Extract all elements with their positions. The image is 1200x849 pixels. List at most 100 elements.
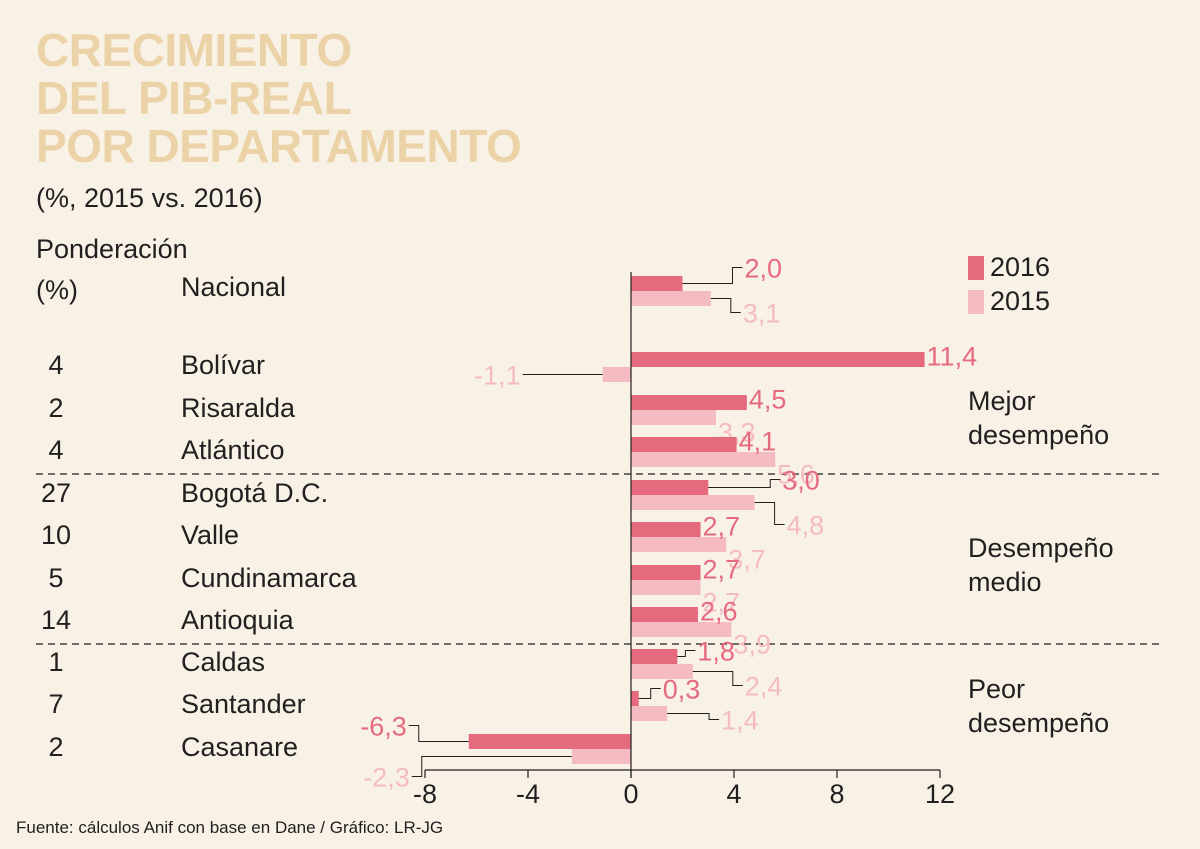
bar-2015-1: [602, 367, 631, 382]
weight-label-3: 4: [48, 435, 64, 465]
group-label-mejor-line-1: Mejor: [968, 386, 1036, 416]
value-label-2016-6: 2,7: [703, 555, 741, 585]
leader-line-2016-0: [682, 267, 743, 284]
bar-2016-0: [631, 276, 683, 291]
group-label-mejor: Mejor desempeño: [968, 384, 1109, 452]
weight-label-2: 2: [48, 393, 64, 423]
value-label-2016-10: -6,3: [360, 712, 407, 742]
bar-2015-3: [631, 452, 776, 467]
source-note: Fuente: cálculos Anif con base en Dane /…: [16, 818, 444, 837]
group-label-peor: Peor desempeño: [968, 672, 1109, 740]
category-label-8: Caldas: [181, 647, 266, 677]
value-label-2015-10: -2,3: [363, 763, 410, 793]
bar-2015-2: [631, 410, 716, 425]
bar-2016-2: [631, 395, 747, 410]
category-label-2: Risaralda: [181, 393, 296, 423]
bar-2016-7: [631, 607, 698, 622]
value-label-2015-7: 3,9: [733, 630, 771, 660]
weight-label-8: 1: [48, 647, 64, 677]
bar-2015-6: [631, 580, 701, 595]
bar-2016-5: [631, 522, 701, 537]
leader-line-2015-8: [692, 671, 743, 686]
ponderacion-header: Ponderación: [36, 234, 188, 264]
title-line-2: DEL PIB-REAL: [36, 72, 352, 124]
leader-line-2016-4: [708, 479, 781, 488]
x-tick-label-4: 8: [829, 779, 844, 809]
group-label-peor-line-2: desempeño: [968, 708, 1110, 738]
value-label-2015-8: 2,4: [745, 672, 783, 702]
ponderacion-unit: (%): [36, 275, 78, 305]
group-label-mejor-line-2: desempeño: [968, 420, 1110, 450]
bar-2016-10: [468, 734, 631, 749]
legend-swatch-2016: [968, 255, 984, 280]
value-label-2016-9: 0,3: [663, 675, 701, 705]
value-label-2016-8: 1,8: [697, 637, 735, 667]
x-tick-label-5: 12: [925, 779, 955, 809]
weight-label-6: 5: [48, 563, 64, 593]
bar-2016-3: [631, 437, 737, 452]
legend-label-2016: 2016: [990, 252, 1051, 282]
bar-2016-8: [631, 649, 678, 664]
bar-2016-9: [631, 691, 639, 706]
x-tick-label-0: -8: [413, 779, 437, 809]
leader-line-2015-4: [754, 502, 785, 525]
weight-label-5: 10: [40, 520, 72, 550]
value-label-2015-6: 2,7: [703, 588, 741, 618]
title-line-3: POR DEPARTAMENTO: [36, 120, 522, 172]
x-tick-label-2: 0: [623, 779, 638, 809]
category-label-6: Cundinamarca: [181, 563, 357, 593]
value-label-2016-5: 2,7: [703, 512, 741, 542]
weight-label-9: 7: [48, 689, 64, 719]
value-label-2016-1: 11,4: [927, 342, 978, 372]
value-label-2016-2: 4,5: [749, 385, 787, 415]
legend-2016: 2016: [968, 252, 1050, 283]
bar-2015-5: [631, 537, 727, 552]
value-label-2015-4: 4,8: [787, 511, 825, 541]
group-label-medio-line-2: medio: [968, 567, 1042, 597]
weight-label-7: 14: [40, 605, 72, 635]
category-label-4: Bogotá D.C.: [181, 478, 329, 508]
group-label-peor-line-1: Peor: [968, 674, 1026, 704]
value-label-2016-3: 4,1: [739, 427, 777, 457]
chart-subtitle: (%, 2015 vs. 2016): [36, 183, 263, 213]
category-label-3: Atlántico: [181, 435, 285, 465]
legend-swatch-2015: [968, 289, 984, 314]
bar-2016-4: [631, 480, 709, 495]
legend-label-2015: 2015: [990, 286, 1051, 316]
bar-2016-6: [631, 565, 701, 580]
leader-line-2015-0: [710, 298, 741, 313]
leader-line-2015-9: [667, 713, 720, 720]
category-label-10: Casanare: [181, 732, 299, 762]
category-label-0: Nacional: [181, 272, 287, 302]
value-label-2016-0: 2,0: [745, 254, 783, 284]
value-label-2015-9: 1,4: [721, 706, 759, 736]
category-label-1: Bolívar: [181, 350, 266, 380]
value-label-2015-3: 5,6: [777, 460, 815, 490]
value-label-2016-4: 3,0: [782, 466, 820, 496]
bar-2015-7: [631, 622, 732, 637]
bar-2015-10: [571, 749, 631, 764]
value-label-2015-0: 3,1: [743, 299, 781, 329]
bar-2015-9: [631, 706, 668, 721]
value-label-2015-1: -1,1: [474, 361, 521, 391]
weight-label-10: 2: [48, 732, 64, 762]
leader-line-2015-10: [411, 756, 572, 777]
value-label-2015-5: 3,7: [728, 545, 766, 575]
x-tick-label-3: 4: [726, 779, 741, 809]
category-label-5: Valle: [181, 520, 240, 550]
category-label-9: Santander: [181, 689, 306, 719]
bar-2015-0: [631, 291, 711, 306]
legend-2015: 2015: [968, 286, 1050, 317]
chart-title: CRECIMIENTO DEL PIB-REAL POR DEPARTAMENT…: [36, 24, 522, 172]
weight-label-1: 4: [48, 350, 64, 380]
leader-line-2016-9: [638, 688, 661, 699]
bar-2015-8: [631, 664, 693, 679]
leader-line-2016-8: [677, 650, 696, 657]
group-label-medio: Desempeño medio: [968, 531, 1114, 599]
bar-2016-1: [631, 352, 925, 367]
group-label-medio-line-1: Desempeño: [968, 533, 1114, 563]
value-label-2016-7: 2,6: [700, 597, 738, 627]
category-label-7: Antioquia: [181, 605, 294, 635]
title-line-1: CRECIMIENTO: [36, 24, 352, 76]
